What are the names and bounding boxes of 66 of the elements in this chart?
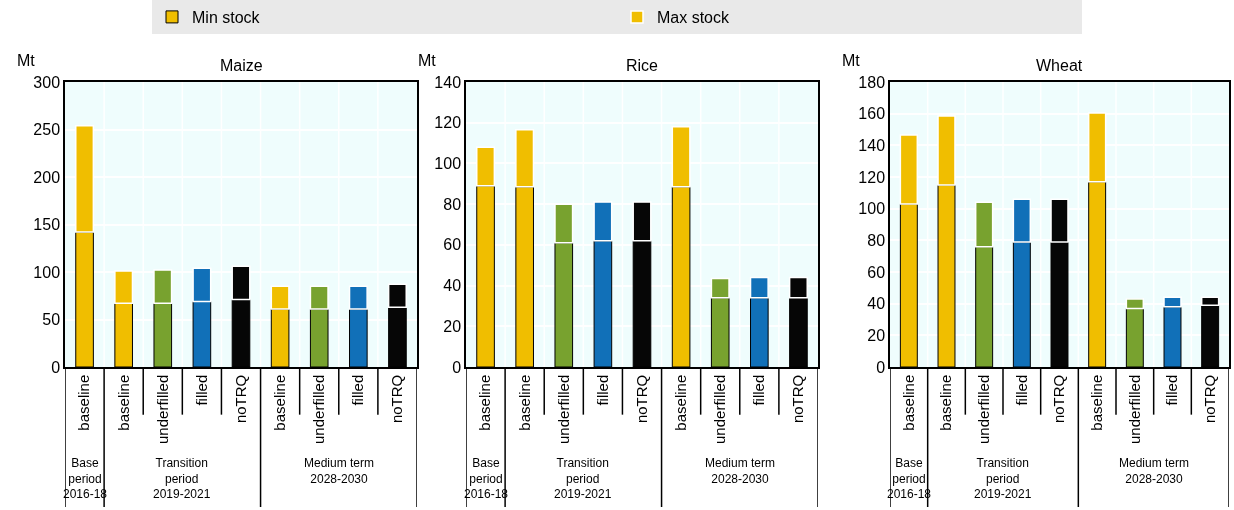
chart-title: Maize <box>220 57 263 74</box>
x-tick-label: baseline <box>75 374 93 431</box>
x-tick-label: underfilled <box>153 374 171 444</box>
y-tick-label: 300 <box>33 73 61 91</box>
x-tick-label: filled <box>593 374 611 406</box>
x-tick-label: baseline <box>270 374 288 431</box>
text: Transition period 2019-2021 <box>153 456 211 502</box>
y-axis-title: Mt <box>17 52 36 69</box>
x-tick-label: underfilled <box>554 374 572 444</box>
y-tick-label: 140 <box>434 73 462 91</box>
y-tick-label: 150 <box>33 216 61 234</box>
y-tick-label: 0 <box>51 358 61 376</box>
x-tick-label: baseline <box>476 374 494 431</box>
y-tick-label: 140 <box>858 136 886 154</box>
text: Medium term 2028-2030 <box>705 456 776 486</box>
x-tick-label: baseline <box>937 374 955 431</box>
y-tick-label: 20 <box>443 317 462 335</box>
x-tick-label: noTRQ <box>632 374 650 424</box>
y-tick-label: 120 <box>858 168 886 186</box>
x-tick-label: baseline <box>515 374 533 431</box>
x-tick-label: underfilled <box>310 374 328 444</box>
x-tick-label: baseline <box>1088 374 1106 431</box>
y-tick-label: 50 <box>42 311 61 329</box>
x-tick-label: noTRQ <box>231 374 249 424</box>
legend-label: Max stock <box>657 9 731 27</box>
y-tick-label: 60 <box>443 236 462 254</box>
y-tick-label: 160 <box>858 105 886 123</box>
y-tick-label: 200 <box>33 168 61 186</box>
y-axis-title: Mt <box>842 52 861 69</box>
text: Medium term 2028-2030 <box>304 456 375 486</box>
y-tick-label: 20 <box>867 326 886 344</box>
x-tick-label: filled <box>1163 374 1181 406</box>
y-tick-label: 100 <box>33 263 61 281</box>
y-tick-label: 80 <box>443 195 462 213</box>
chart-title: Rice <box>626 57 659 74</box>
y-tick-label: 60 <box>867 263 886 281</box>
x-tick-label: underfilled <box>975 374 993 444</box>
y-tick-label: 180 <box>858 73 886 91</box>
y-tick-label: 0 <box>876 358 886 376</box>
x-tick-label: baseline <box>114 374 132 431</box>
chart-title: Wheat <box>1036 57 1083 74</box>
x-tick-label: underfilled <box>711 374 729 444</box>
x-tick-label: filled <box>192 374 210 406</box>
text: Medium term 2028-2030 <box>1119 456 1190 486</box>
x-tick-label: noTRQ <box>388 374 406 424</box>
x-tick-label: baseline <box>899 374 917 431</box>
y-tick-label: 40 <box>867 295 886 313</box>
x-tick-label: noTRQ <box>1201 374 1219 424</box>
y-tick-label: 0 <box>452 358 462 376</box>
x-tick-label: underfilled <box>1125 374 1143 444</box>
x-tick-label: noTRQ <box>789 374 807 424</box>
y-tick-label: 250 <box>33 121 61 139</box>
text: Transition period 2019-2021 <box>974 456 1032 502</box>
legend-label: Min stock <box>192 9 261 27</box>
x-tick-label: filled <box>750 374 768 406</box>
y-tick-label: 80 <box>867 231 886 249</box>
x-tick-label: filled <box>349 374 367 406</box>
text: Transition period 2019-2021 <box>554 456 612 502</box>
x-tick-label: filled <box>1012 374 1030 406</box>
y-tick-label: 120 <box>434 114 462 132</box>
y-tick-label: 100 <box>434 155 462 173</box>
y-tick-label: 40 <box>443 277 462 295</box>
x-tick-label: baseline <box>671 374 689 431</box>
y-tick-label: 100 <box>858 200 886 218</box>
y-axis-title: Mt <box>418 52 437 69</box>
x-tick-label: noTRQ <box>1050 374 1068 424</box>
